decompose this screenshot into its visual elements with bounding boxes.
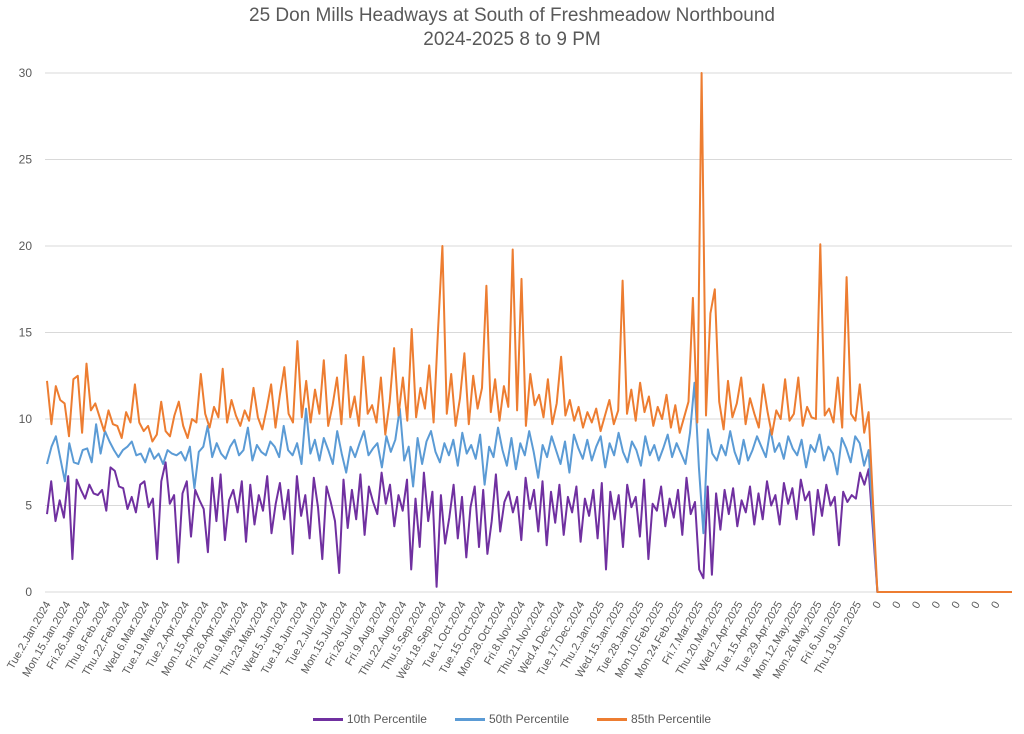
chart-title: 25 Don Mills Headways at South of Freshm… (0, 4, 1024, 52)
legend: 10th Percentile 50th Percentile 85th Per… (0, 712, 1024, 726)
legend-swatch-10th (312, 717, 343, 721)
legend-item-50th: 50th Percentile (454, 712, 570, 726)
y-tick-label: 30 (19, 66, 33, 80)
chart-subtitle: 2024-2025 8 to 9 PM (423, 29, 601, 50)
series-line-50th-percentile (46, 381, 1012, 593)
y-tick-label: 10 (19, 412, 33, 426)
legend-label-85th: 85th Percentile (631, 712, 712, 726)
y-axis-tick-labels: 0 5 10 15 20 25 30 (19, 66, 33, 599)
chart-title-line-1: 25 Don Mills Headways at South of Freshm… (249, 5, 775, 26)
x-tick-label: 0 (969, 600, 982, 611)
x-axis-tick-labels: Tue.2.Jan.2024Mon.15.Jan.2024Fri.26.Jan.… (5, 600, 1002, 682)
series-line-10th-percentile (46, 461, 1012, 593)
x-tick-label: 0 (950, 600, 963, 611)
y-tick-label: 5 (25, 499, 32, 513)
legend-swatch-50th (454, 717, 485, 721)
y-tick-label: 0 (25, 585, 32, 599)
legend-item-10th: 10th Percentile (312, 712, 427, 726)
y-tick-label: 25 (19, 153, 33, 167)
x-tick-label: 0 (910, 600, 923, 611)
legend-label-50th: 50th Percentile (488, 712, 570, 726)
x-tick-label: 0 (871, 600, 884, 611)
x-tick-label: 0 (890, 600, 903, 611)
x-tick-label: 0 (989, 600, 1002, 611)
series-lines (46, 72, 1012, 593)
legend-swatch-85th (597, 717, 628, 721)
legend-label-10th: 10th Percentile (346, 712, 427, 726)
x-tick-label: 0 (930, 600, 943, 611)
series-line-85th-percentile (46, 72, 1012, 593)
legend-item-85th: 85th Percentile (597, 712, 711, 726)
y-tick-label: 20 (19, 239, 33, 253)
y-tick-label: 15 (19, 326, 33, 340)
